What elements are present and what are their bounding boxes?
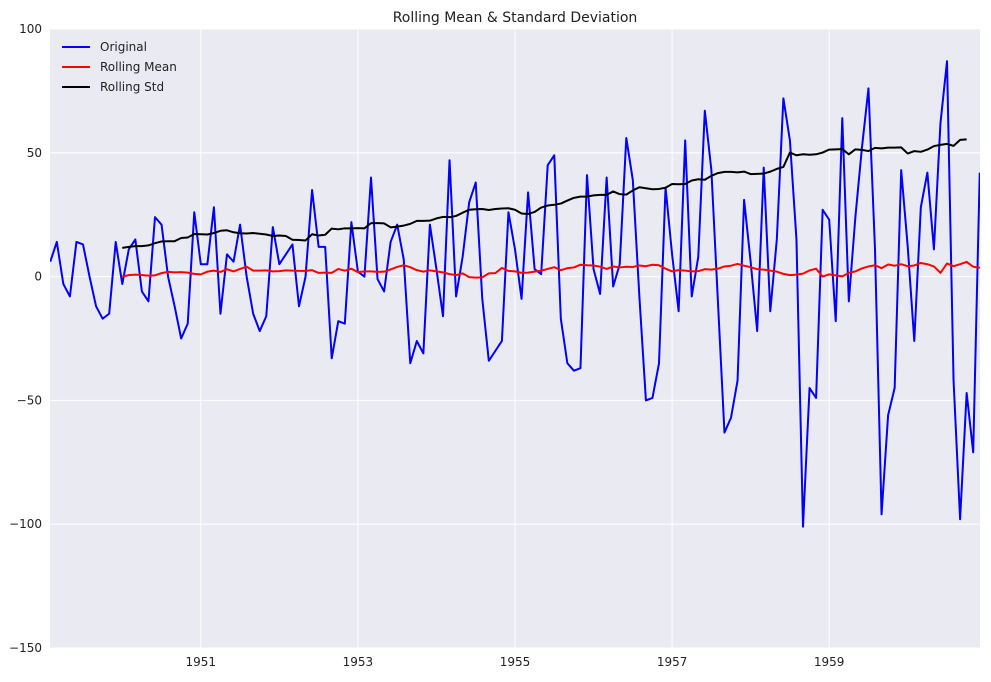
y-tick-label: 0 <box>34 270 42 284</box>
x-tick-label: 1955 <box>500 655 531 669</box>
y-tick-label: 50 <box>27 146 42 160</box>
y-tick-label: −50 <box>17 393 42 407</box>
x-axis-ticks: 1951 1953 1955 1957 1959 <box>186 655 845 669</box>
series-line-rolling-mean <box>122 260 980 279</box>
legend: Original Rolling Mean Rolling Std <box>62 40 177 94</box>
y-tick-label: −100 <box>9 517 42 531</box>
y-tick-label: −150 <box>9 641 42 655</box>
x-tick-label: 1951 <box>186 655 217 669</box>
series-line-rolling-std <box>122 138 967 249</box>
legend-label-rolling-std: Rolling Std <box>100 80 164 94</box>
legend-label-rolling-mean: Rolling Mean <box>100 60 177 74</box>
series-line-original <box>50 60 980 528</box>
legend-label-original: Original <box>100 40 147 54</box>
chart-title: Rolling Mean & Standard Deviation <box>393 10 638 26</box>
x-tick-label: 1957 <box>657 655 688 669</box>
x-tick-label: 1953 <box>343 655 374 669</box>
grid-lines <box>50 28 980 649</box>
x-tick-label: 1959 <box>814 655 845 669</box>
series-layer <box>50 60 980 528</box>
y-axis-ticks: −150 −100 −50 0 50 100 <box>9 22 42 655</box>
y-tick-label: 100 <box>19 22 42 36</box>
